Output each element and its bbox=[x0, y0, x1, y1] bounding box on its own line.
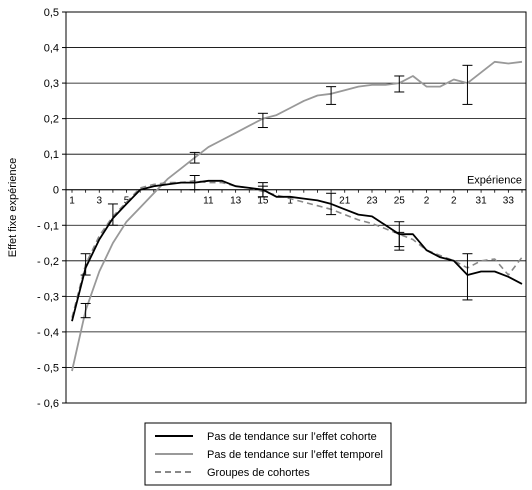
y-tick-label: - 0,6 bbox=[37, 398, 59, 410]
error-bar bbox=[107, 203, 118, 226]
x-tick-label: 2 bbox=[424, 196, 430, 207]
x-tick-label: 13 bbox=[230, 196, 242, 207]
y-tick-label: 0,5 bbox=[44, 7, 59, 19]
error-bar bbox=[394, 75, 405, 93]
gridlines bbox=[66, 47, 526, 368]
x-axis-label: Expérience bbox=[467, 175, 522, 187]
error-bar bbox=[257, 185, 268, 198]
error-bar bbox=[189, 151, 200, 164]
series-line bbox=[71, 179, 523, 322]
error-bar bbox=[326, 86, 337, 105]
y-axis-label: Effet fixe expérience bbox=[7, 158, 19, 257]
legend-label: Pas de tendance sur l’effet temporel bbox=[207, 449, 383, 461]
y-tick-label: - 0,4 bbox=[37, 327, 59, 339]
x-tick-label: 33 bbox=[503, 196, 515, 207]
x-tick-label: 2 bbox=[451, 196, 457, 207]
x-tick-label: 15 bbox=[257, 196, 269, 207]
x-tick-label: 23 bbox=[366, 196, 378, 207]
plot-frame bbox=[65, 11, 527, 404]
axes bbox=[65, 11, 527, 404]
y-tick-label: - 0,2 bbox=[37, 256, 59, 268]
error-bar bbox=[462, 253, 473, 301]
legend: Pas de tendance sur l’effet cohorte Pas d… bbox=[144, 422, 392, 486]
x-axis-ticks: 1 3 5 11 13 15 1 21 23 25 2 2 31 33 bbox=[69, 189, 523, 207]
legend-item: Pas de tendance sur l’effet temporel bbox=[155, 449, 383, 461]
error-bar bbox=[394, 231, 405, 251]
y-tick-label: - 0,1 bbox=[37, 220, 59, 232]
x-tick-label: 25 bbox=[394, 196, 406, 207]
series-lines bbox=[71, 60, 523, 372]
x-tick-label: 11 bbox=[203, 196, 214, 207]
legend-label: Groupes de cohortes bbox=[207, 467, 310, 479]
x-tick-label: 1 bbox=[69, 196, 75, 207]
legend-item: Pas de tendance sur l’effet cohorte bbox=[155, 431, 377, 443]
x-tick-label: 21 bbox=[339, 196, 351, 207]
series-line bbox=[71, 60, 523, 372]
error-bar bbox=[189, 175, 200, 191]
y-tick-label: 0,3 bbox=[44, 78, 59, 90]
error-bar bbox=[257, 112, 268, 129]
y-tick-label: - 0,3 bbox=[37, 291, 59, 303]
x-tick-label: 3 bbox=[96, 196, 102, 207]
error-bars bbox=[80, 64, 473, 319]
x-tick-label: 1 bbox=[287, 196, 293, 207]
y-tick-label: 0,2 bbox=[44, 114, 59, 126]
y-axis-ticks: 0,5 0,4 0,3 0,2 0,1 0 - 0,1 - 0,2 - 0,3 - 0,4 - 0,… bbox=[37, 7, 66, 410]
y-tick-label: - 0,5 bbox=[37, 362, 59, 374]
error-bar bbox=[80, 302, 91, 319]
y-tick-label: 0,4 bbox=[44, 43, 59, 55]
error-bar bbox=[462, 64, 473, 105]
legend-item: Groupes de cohortes bbox=[155, 467, 310, 479]
error-bar bbox=[80, 253, 91, 276]
x-tick-label: 31 bbox=[476, 196, 488, 207]
legend-label: Pas de tendance sur l’effet cohorte bbox=[207, 431, 377, 443]
y-tick-label: 0,1 bbox=[44, 149, 59, 161]
error-bar bbox=[326, 192, 337, 216]
y-tick-label: 0 bbox=[53, 185, 59, 197]
